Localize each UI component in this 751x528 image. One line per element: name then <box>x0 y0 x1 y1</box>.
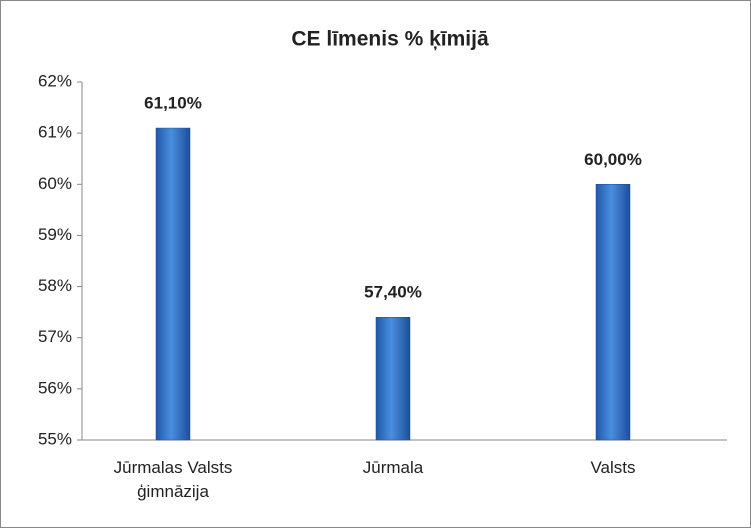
chart-title: CE līmenis % ķīmijā <box>291 28 489 51</box>
y-tick-label: 61% <box>38 123 72 142</box>
y-tick-label: 58% <box>38 276 72 295</box>
data-label: 60,00% <box>584 150 642 169</box>
bar <box>595 184 631 441</box>
bar <box>155 127 191 441</box>
data-label: 61,10% <box>144 94 202 113</box>
y-tick-label: 60% <box>38 174 72 193</box>
y-tick-label: 57% <box>38 327 72 346</box>
bar <box>375 317 411 441</box>
y-tick-label: 59% <box>38 225 72 244</box>
x-tick-label: Jūrmala <box>362 458 424 477</box>
x-tick-label: Jūrmalas Valsts ģimnāzija <box>113 458 233 501</box>
y-tick-label: 55% <box>38 429 72 448</box>
data-label: 57,40% <box>364 283 422 302</box>
y-tick-label: 62% <box>38 71 72 90</box>
x-tick-label: Valsts <box>590 458 636 477</box>
y-tick-label: 56% <box>38 378 72 397</box>
